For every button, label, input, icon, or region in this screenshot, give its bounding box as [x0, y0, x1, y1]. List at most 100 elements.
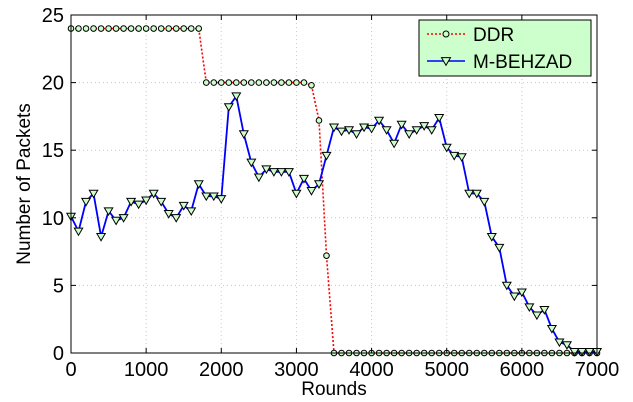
- m-behzad-point: [313, 180, 325, 189]
- ddr-point: [233, 79, 240, 86]
- plot-frame: [70, 14, 598, 354]
- ddr-point: [217, 79, 225, 86]
- ddr-point: [285, 79, 293, 86]
- ddr-point: [172, 25, 180, 32]
- legend-label: M-BEHZAD: [473, 52, 572, 73]
- ddr-point: [90, 25, 97, 32]
- m-behzad-point: [103, 207, 114, 217]
- ddr-point: [323, 252, 330, 259]
- ddr-point: [300, 79, 308, 86]
- legend: DDR M-BEHZAD: [418, 19, 592, 77]
- legend-marker: [440, 57, 452, 67]
- m-behzad-point: [434, 114, 445, 123]
- m-behzad-point: [291, 189, 302, 199]
- ddr-point: [180, 25, 188, 32]
- m-behzad-point: [171, 214, 182, 223]
- m-behzad-series: [65, 92, 603, 357]
- m-behzad-point: [411, 126, 422, 135]
- m-behzad-point: [178, 201, 189, 211]
- m-behzad-point: [328, 123, 340, 133]
- m-behzad-point: [539, 306, 550, 315]
- x-tick-label: 6000: [500, 359, 545, 381]
- m-behzad-point: [148, 189, 159, 199]
- m-behzad-point: [223, 103, 234, 112]
- m-behzad-point: [479, 197, 490, 207]
- ddr-point: [195, 25, 203, 32]
- m-behzad-point: [441, 143, 452, 153]
- m-behzad-point: [268, 168, 279, 177]
- x-tick-label: 7000: [575, 359, 620, 381]
- m-behzad-point: [501, 281, 512, 291]
- m-behzad-point: [111, 216, 122, 226]
- m-behzad-point: [283, 168, 294, 177]
- y-tick-labels: 0 5 10 15 20 25: [42, 5, 64, 365]
- m-behzad-point: [456, 153, 467, 162]
- ddr-point: [142, 25, 150, 32]
- ddr-point: [135, 25, 142, 32]
- m-behzad-point: [404, 130, 415, 139]
- m-behzad-point: [419, 122, 430, 131]
- ddr-point: [308, 82, 315, 89]
- m-behzad-point: [374, 116, 385, 126]
- m-behzad-point: [426, 126, 437, 135]
- m-behzad-point: [569, 347, 580, 357]
- x-tick-label: 3000: [274, 359, 319, 381]
- ddr-point: [248, 79, 255, 86]
- m-behzad-point: [366, 124, 377, 134]
- x-tick-label: 0: [65, 359, 76, 381]
- x-tick-label: 2000: [199, 359, 244, 381]
- m-behzad-point: [381, 126, 392, 135]
- x-tick-label: 1000: [124, 359, 169, 381]
- ddr-point: [202, 79, 210, 86]
- m-behzad-point: [351, 130, 362, 139]
- legend-entries: DDR M-BEHZAD: [427, 25, 572, 73]
- ddr-point: [150, 25, 157, 32]
- ddr-point: [225, 79, 233, 86]
- x-tick-labels: 0 1000 2000 3000 4000 5000 6000 7000: [65, 359, 619, 381]
- legend-box: [418, 19, 592, 77]
- ddr-point: [105, 25, 112, 32]
- m-behzad-point: [216, 195, 227, 204]
- m-behzad-point: [546, 324, 557, 334]
- ddr-point: [127, 25, 135, 32]
- m-behzad-point: [584, 347, 595, 357]
- m-behzad-point: [156, 197, 167, 207]
- m-behzad-point: [509, 292, 520, 302]
- x-tick-label: 4000: [349, 359, 394, 381]
- axis-ticks: [70, 14, 598, 354]
- m-behzad-point: [576, 347, 588, 357]
- m-behzad-point: [246, 158, 257, 168]
- y-tick-label: 5: [53, 275, 64, 297]
- m-behzad-point: [80, 197, 92, 207]
- y-tick-label: 20: [42, 73, 64, 95]
- m-behzad-point: [471, 189, 482, 199]
- y-tick-label: 25: [42, 5, 64, 27]
- legend-entry-ddr: DDR: [427, 25, 514, 46]
- m-behzad-point: [449, 151, 460, 161]
- ddr-point: [120, 25, 127, 32]
- m-behzad-point: [336, 127, 347, 137]
- y-tick-label: 10: [42, 208, 64, 230]
- m-behzad-point: [494, 243, 505, 253]
- m-behzad-point: [358, 123, 370, 133]
- ddr-point: [210, 79, 218, 86]
- y-tick-label: 0: [53, 343, 64, 365]
- ddr-point: [240, 79, 248, 86]
- x-tick-label: 5000: [424, 359, 469, 381]
- ddr-point: [263, 79, 270, 86]
- m-behzad-point: [133, 200, 144, 210]
- m-behzad-point: [201, 192, 212, 202]
- m-behzad-point: [561, 341, 573, 350]
- legend-label: DDR: [473, 25, 514, 46]
- ddr-point: [165, 25, 172, 32]
- m-behzad-point: [118, 214, 129, 223]
- ddr-point: [278, 79, 285, 86]
- m-behzad-point: [531, 311, 542, 321]
- ddr-point: [270, 79, 278, 86]
- ddr-point: [112, 25, 120, 32]
- m-behzad-point: [321, 151, 332, 161]
- ddr-point: [82, 25, 90, 32]
- m-behzad-point: [253, 173, 264, 183]
- m-behzad-point: [141, 196, 152, 206]
- m-behzad-point: [231, 92, 242, 102]
